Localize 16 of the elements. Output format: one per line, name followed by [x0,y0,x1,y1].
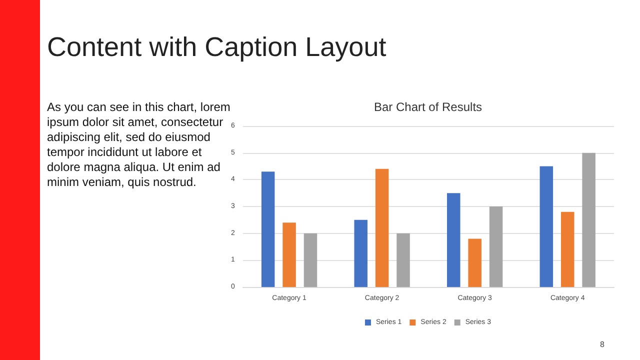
bar [447,193,460,287]
bar [396,233,410,287]
bar [468,238,482,287]
text: Content with Caption Layout [47,32,386,63]
text: As you can see in this chart, lorem ipsum dolor sit amet, consectetur adipiscing elit, sed do eiusmod tempor incididunt ut labore et dolore magna aliqua. Ut enim ad minim veniam, quis nostrud. [47,100,231,190]
bar [582,152,596,287]
bar [261,172,275,287]
bar [354,220,368,287]
bar [304,233,318,287]
chart-title: Bar Chart of Results [374,100,482,114]
bar [489,206,503,287]
bar [282,222,296,287]
text: 8 [600,340,604,349]
bar [560,212,574,287]
bar [375,168,389,287]
bar [540,166,554,287]
